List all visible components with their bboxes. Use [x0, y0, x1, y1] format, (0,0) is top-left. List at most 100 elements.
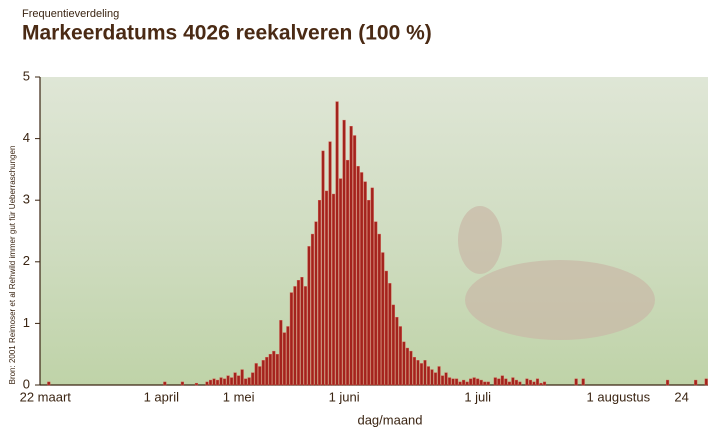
bar	[472, 377, 476, 386]
bar	[208, 379, 213, 386]
bar	[416, 360, 420, 386]
x-tick-label: 24	[674, 389, 688, 404]
bar	[272, 350, 276, 386]
bar	[180, 381, 184, 386]
bar	[507, 381, 511, 386]
deer-shape	[458, 206, 502, 274]
bar	[296, 280, 300, 386]
bar	[528, 379, 532, 386]
bar	[293, 286, 297, 386]
bar	[476, 378, 480, 386]
bar	[261, 360, 265, 386]
bar	[363, 181, 367, 386]
bar	[226, 375, 230, 386]
x-tick-label: 1 april	[144, 389, 180, 404]
bar	[574, 378, 578, 386]
y-tick-label: 4	[23, 130, 30, 145]
bar	[532, 381, 536, 386]
y-tick-label: 3	[23, 192, 30, 207]
bar	[377, 233, 381, 386]
bar	[275, 354, 279, 386]
x-axis-label: dag/maand	[357, 412, 422, 427]
bar	[223, 378, 227, 386]
bar	[353, 135, 357, 386]
bar	[479, 379, 483, 386]
deer-shape	[465, 260, 655, 340]
bar	[233, 372, 237, 386]
bar	[486, 381, 490, 386]
bar	[282, 332, 286, 386]
bar	[194, 382, 198, 386]
bar	[465, 381, 469, 386]
bar	[451, 378, 455, 386]
bar	[493, 377, 497, 386]
bar	[704, 378, 708, 386]
x-tick-label: 1 juli	[464, 389, 491, 404]
bar	[539, 382, 543, 386]
bar	[448, 377, 452, 386]
x-tick-label: 1 juni	[329, 389, 360, 404]
bar	[694, 379, 698, 386]
bar	[212, 378, 216, 386]
x-tick-label: 1 mei	[223, 389, 255, 404]
bar	[497, 378, 501, 386]
bar	[289, 292, 293, 386]
bar	[339, 178, 343, 386]
bar	[391, 304, 395, 386]
chart-title: Markeerdatums 4026 reekalveren (100 %)	[22, 22, 432, 45]
y-tick-label: 0	[23, 376, 30, 391]
bar	[381, 252, 385, 386]
bar	[426, 366, 431, 386]
bar	[402, 341, 406, 386]
bar	[370, 187, 374, 386]
bar	[535, 378, 540, 386]
bar	[254, 363, 258, 386]
bar	[430, 369, 434, 386]
x-tick-label: 22 maart	[20, 389, 72, 404]
bar	[317, 199, 322, 386]
bar	[219, 377, 223, 386]
bar	[514, 379, 518, 386]
bar	[240, 369, 244, 386]
bar	[356, 166, 360, 386]
y-tick-label: 2	[23, 253, 30, 268]
bar	[258, 366, 262, 386]
bar	[437, 366, 441, 386]
y-tick-label: 5	[23, 68, 30, 83]
bar	[310, 233, 315, 386]
bar	[444, 372, 448, 386]
bar	[300, 277, 304, 386]
bar	[332, 193, 336, 386]
bar	[325, 190, 329, 386]
bar	[303, 286, 307, 386]
bar	[265, 357, 269, 386]
subtitle: Frequentieverdeling	[22, 8, 119, 20]
bar	[374, 221, 378, 386]
bar	[525, 378, 529, 386]
bar	[518, 381, 522, 386]
bar	[247, 377, 251, 386]
bar	[328, 141, 332, 386]
bar	[367, 199, 371, 386]
bar	[395, 317, 399, 386]
bar	[163, 381, 167, 386]
bar	[335, 101, 339, 386]
bar	[244, 378, 248, 386]
bar	[47, 381, 51, 386]
bar	[237, 375, 241, 386]
bar	[384, 270, 388, 386]
bar	[542, 381, 547, 386]
plot-background	[40, 77, 708, 385]
bar	[230, 377, 234, 386]
bar	[419, 363, 423, 386]
bar	[423, 360, 427, 386]
bar	[279, 320, 283, 386]
bar	[511, 377, 515, 386]
bar	[307, 246, 311, 386]
bar	[346, 159, 350, 386]
bar	[504, 378, 508, 386]
bar	[483, 381, 487, 386]
bar	[581, 378, 585, 386]
bar	[321, 150, 325, 386]
